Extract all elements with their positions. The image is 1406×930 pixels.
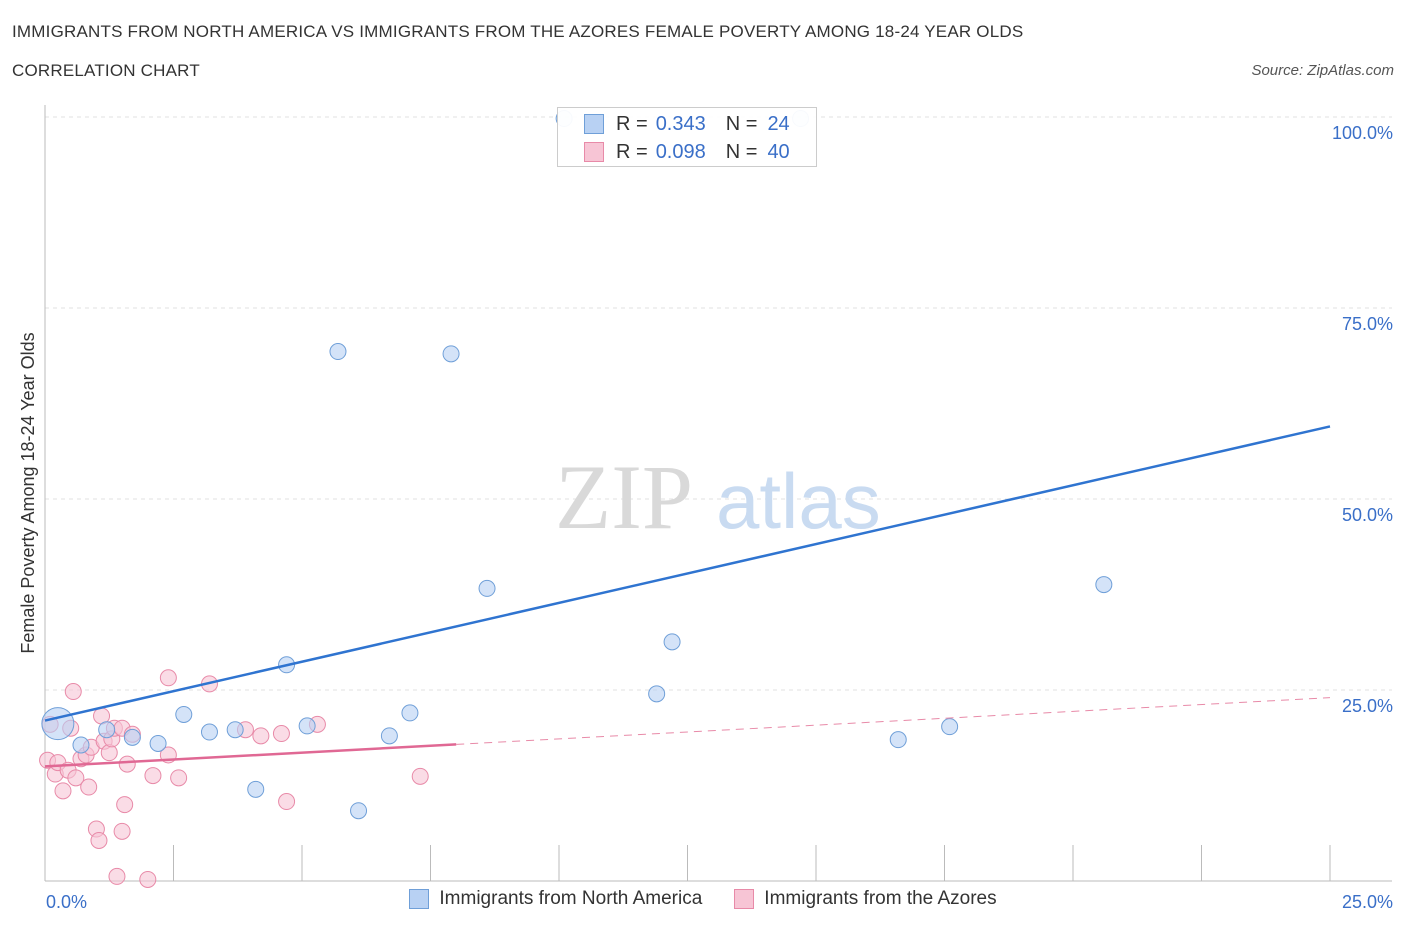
- data-point: [442, 345, 460, 363]
- data-point: [401, 704, 419, 722]
- r-value: 0.098: [655, 140, 706, 163]
- data-point: [663, 633, 681, 651]
- stats-legend: R = 0.343 N = 24 R = 0.098 N = 40: [557, 107, 817, 167]
- gridlines: [45, 116, 1392, 691]
- data-point: [941, 718, 959, 736]
- data-point: [329, 343, 347, 361]
- n-value: 40: [767, 140, 790, 163]
- data-point: [139, 870, 157, 888]
- trend-line-azores: [44, 743, 457, 768]
- data-point: [272, 725, 290, 743]
- stats-row-north-america: R = 0.343 N = 24: [584, 111, 790, 137]
- data-point: [889, 731, 907, 749]
- data-point: [159, 669, 177, 687]
- data-point: [118, 755, 136, 773]
- watermark-atlas: atlas: [716, 457, 881, 545]
- data-point: [350, 802, 368, 820]
- r-label: R =: [616, 140, 648, 163]
- data-point: [380, 727, 398, 745]
- stats-row-azores: R = 0.098 N = 40: [584, 139, 790, 165]
- x-tick-label-max: 25.0%: [1342, 892, 1393, 912]
- y-tick-labels: 100.0% 75.0% 50.0% 25.0%: [1332, 123, 1393, 716]
- chart-subtitle: CORRELATION CHART: [12, 61, 200, 80]
- data-point: [100, 744, 118, 762]
- data-point: [298, 717, 316, 735]
- trend-lines: [44, 425, 1331, 768]
- legend-item-azores[interactable]: Immigrants from the Azores: [734, 888, 997, 910]
- data-point: [252, 727, 270, 745]
- trend-line-north-america: [44, 425, 1331, 722]
- data-point: [247, 780, 265, 798]
- chart-title: IMMIGRANTS FROM NORTH AMERICA VS IMMIGRA…: [12, 22, 1024, 41]
- n-label: N =: [725, 112, 758, 135]
- data-point: [278, 793, 296, 811]
- data-point: [200, 723, 218, 741]
- data-point: [648, 685, 666, 703]
- watermark: ZIP atlas: [555, 446, 881, 548]
- y-tick-label: 50.0%: [1342, 505, 1393, 525]
- legend-swatch-azores: [734, 889, 755, 909]
- y-axis-label: Female Poverty Among 18-24 Year Olds: [18, 332, 38, 653]
- data-point: [108, 867, 126, 885]
- y-tick-label: 25.0%: [1342, 696, 1393, 716]
- data-point: [123, 728, 141, 746]
- source-label: Source: ZipAtlas.com: [1251, 62, 1394, 79]
- data-point: [54, 782, 72, 800]
- data-point: [226, 721, 244, 739]
- swatch-north-america: [584, 114, 604, 134]
- trend-line-azores-projection: [456, 697, 1331, 745]
- legend-item-north-america[interactable]: Immigrants from North America: [409, 888, 702, 910]
- data-point: [64, 683, 82, 701]
- data-point: [98, 721, 116, 739]
- n-value: 24: [767, 112, 790, 135]
- r-label: R =: [616, 112, 648, 135]
- data-point: [67, 769, 85, 787]
- data-point: [170, 769, 188, 787]
- data-point: [90, 832, 108, 850]
- data-point: [113, 822, 131, 840]
- bottom-legend: Immigrants from North America Immigrants…: [0, 888, 1406, 910]
- data-point: [41, 707, 75, 741]
- data-point: [175, 705, 193, 723]
- legend-label-azores: Immigrants from the Azores: [764, 888, 997, 909]
- data-point: [116, 796, 134, 814]
- y-tick-label: 75.0%: [1342, 314, 1393, 334]
- x-tick-label-min: 0.0%: [46, 892, 87, 912]
- data-point: [72, 736, 90, 754]
- data-point: [149, 734, 167, 752]
- legend-swatch-north-america: [409, 889, 430, 909]
- y-tick-label: 100.0%: [1332, 123, 1393, 143]
- r-value: 0.343: [655, 112, 706, 135]
- watermark-zip: ZIP: [555, 446, 693, 548]
- data-point: [144, 767, 162, 785]
- data-point: [478, 579, 496, 597]
- legend-label-north-america: Immigrants from North America: [439, 888, 703, 909]
- data-point: [80, 778, 98, 796]
- axes: [44, 105, 1392, 882]
- swatch-azores: [584, 142, 604, 162]
- n-label: N =: [725, 140, 758, 163]
- data-point: [411, 767, 429, 785]
- data-point: [1095, 576, 1113, 594]
